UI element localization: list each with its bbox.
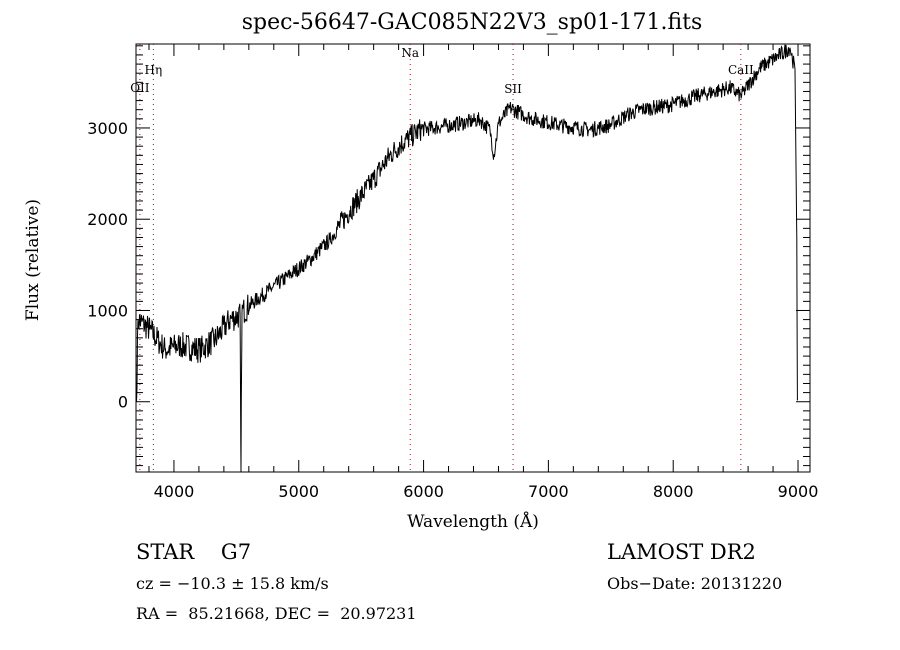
x-tick-label: 5000 [278, 482, 319, 501]
x-tick-label: 4000 [154, 482, 195, 501]
chart-title: spec-56647-GAC085N22V3_sp01-171.fits [241, 10, 703, 35]
spectral-line-label: Hη [145, 63, 163, 77]
survey-name: LAMOST DR2 [607, 540, 756, 564]
obs-date: Obs−Date: 20131220 [607, 574, 783, 593]
x-tick-label: 7000 [528, 482, 569, 501]
spectral-line-label: SII [504, 82, 522, 96]
y-tick-label: 3000 [87, 119, 128, 138]
y-tick-label: 1000 [87, 301, 128, 320]
x-tick-label: 9000 [778, 482, 819, 501]
spectral-line-label: CaII [728, 63, 754, 77]
object-class: STAR G7 [136, 540, 252, 564]
plot-frame [135, 43, 811, 473]
coordinates: RA = 85.21668, DEC = 20.97231 [136, 604, 417, 623]
x-axis-label: Wavelength (Å) [407, 512, 539, 532]
y-tick-label: 2000 [87, 210, 128, 229]
spectral-line-label: Na [401, 46, 419, 60]
redshift-cz: cz = −10.3 ± 15.8 km/s [136, 574, 329, 593]
spectrum-line [136, 44, 798, 473]
x-tick-label: 6000 [403, 482, 444, 501]
x-tick-label: 8000 [653, 482, 694, 501]
y-tick-label: 0 [118, 393, 128, 412]
spectral-line-label: OII [130, 81, 150, 95]
